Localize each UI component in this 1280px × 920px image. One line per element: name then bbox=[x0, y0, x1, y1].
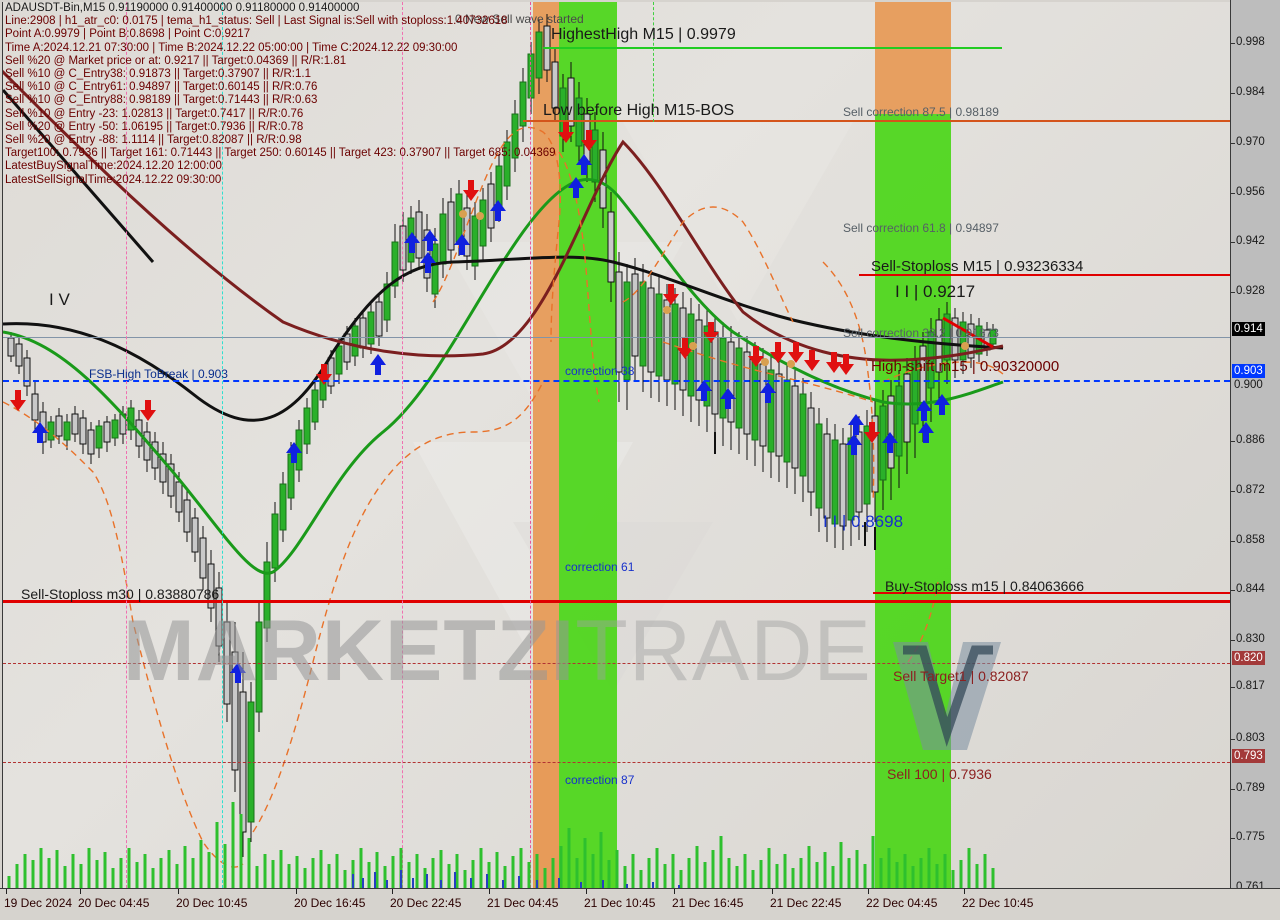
price-tickmark bbox=[1231, 789, 1235, 790]
time-tick-label: 22 Dec 10:45 bbox=[962, 896, 1034, 910]
price-tick-label: 0.970 bbox=[1236, 136, 1265, 148]
buy-arrows bbox=[32, 154, 950, 683]
price-tickmark bbox=[1231, 491, 1235, 492]
trend-line-red-right bbox=[942, 316, 994, 349]
price-tick-label: 0.775 bbox=[1236, 831, 1265, 843]
time-tick-label: 20 Dec 04:45 bbox=[78, 896, 150, 910]
price-scale[interactable]: 0.998 0.984 0.970 0.956 0.942 0.928 0.886 0.872… bbox=[1230, 0, 1280, 893]
info-line-13: LatestSellSignalTime:2024.12.22 09:30:00 bbox=[5, 173, 222, 186]
info-line-8: Sell %10 @ Entry -23: 1.02813 || Target:… bbox=[5, 107, 304, 120]
price-tick-label: 0.830 bbox=[1236, 633, 1265, 645]
volume-histogram bbox=[7, 802, 995, 888]
time-tick-label: 21 Dec 10:45 bbox=[584, 896, 656, 910]
time-tickmark bbox=[772, 889, 773, 894]
indicator-info-panel: ADAUSDT-Bin,M15 0.91190000 0.91400000 0.… bbox=[5, 2, 556, 187]
time-tickmark bbox=[586, 889, 587, 894]
price-tick-label: 0.803 bbox=[1236, 732, 1265, 744]
ma-black bbox=[3, 255, 1004, 422]
time-tickmark bbox=[296, 889, 297, 894]
obscured-badge[interactable]: 0.900 bbox=[1234, 379, 1263, 391]
time-tickmark bbox=[392, 889, 393, 894]
price-tick-label: 0.858 bbox=[1236, 534, 1265, 546]
info-line-7: Sell %10 @ C_Entry88: 0.98189 || Target:… bbox=[5, 94, 318, 107]
sell-100-badge[interactable]: 0.793 bbox=[1232, 749, 1265, 763]
price-tick-label: 0.942 bbox=[1236, 235, 1265, 247]
time-tick-label: 19 Dec 2024 bbox=[4, 896, 73, 910]
sell-arrows bbox=[10, 122, 880, 443]
signal-stars bbox=[459, 210, 969, 368]
info-line-5: Sell %10 @ C_Entry38: 0.91873 || Target:… bbox=[5, 68, 311, 81]
info-line-6: Sell %10 @ C_Entry61: 0.94897 || Target:… bbox=[5, 81, 318, 94]
info-line-12: LatestBuySignalTime:2024.12.20 12:00:00 bbox=[5, 160, 222, 173]
price-tickmark bbox=[1231, 441, 1235, 442]
price-tickmark bbox=[1231, 43, 1235, 44]
price-tickmark bbox=[1231, 292, 1235, 293]
time-tick-label: 20 Dec 10:45 bbox=[176, 896, 248, 910]
price-tickmark bbox=[1231, 687, 1235, 688]
time-tickmark bbox=[964, 889, 965, 894]
price-tickmark bbox=[1231, 93, 1235, 94]
price-tick-label: 0.886 bbox=[1236, 434, 1265, 446]
time-tickmark bbox=[868, 889, 869, 894]
price-tickmark bbox=[1231, 242, 1235, 243]
info-line-10: Sell %20 @ Entry -88: 1.1114 || Target:0… bbox=[5, 134, 302, 147]
time-tick-label: 20 Dec 22:45 bbox=[390, 896, 462, 910]
info-line-9: Sell %20 @ Entry -50: 1.06195 || Target:… bbox=[5, 120, 304, 133]
price-tickmark bbox=[1231, 838, 1235, 839]
info-line-4: Sell %20 @ Market price or at: 0.9217 ||… bbox=[5, 54, 347, 67]
price-tick-label: 0.844 bbox=[1236, 583, 1265, 595]
time-scale[interactable]: 19 Dec 2024 20 Dec 04:45 20 Dec 10:45 20 De… bbox=[0, 888, 1280, 920]
price-tickmark bbox=[1231, 640, 1235, 641]
trend-line-black-diag bbox=[3, 89, 155, 263]
price-tickmark bbox=[1231, 541, 1235, 542]
misc-ticks bbox=[714, 432, 876, 550]
ma-green bbox=[3, 177, 1004, 575]
price-tick-label: 0.984 bbox=[1236, 86, 1265, 98]
time-tickmark bbox=[80, 889, 81, 894]
fsb-level-badge[interactable]: 0.903 bbox=[1232, 364, 1265, 378]
time-tickmark bbox=[6, 889, 7, 894]
time-tick-label: 22 Dec 04:45 bbox=[866, 896, 938, 910]
last-price-badge[interactable]: 0.914 bbox=[1232, 322, 1265, 336]
price-tick-label: 0.928 bbox=[1236, 285, 1265, 297]
price-tick-label: 0.789 bbox=[1236, 782, 1265, 794]
time-tick-label: 21 Dec 16:45 bbox=[672, 896, 744, 910]
info-line-0: ADAUSDT-Bin,M15 0.91190000 0.91400000 0.… bbox=[5, 2, 360, 14]
price-tickmark bbox=[1231, 590, 1235, 591]
time-tick-label: 21 Dec 22:45 bbox=[770, 896, 842, 910]
price-tickmark bbox=[1231, 143, 1235, 144]
price-tickmark bbox=[1231, 739, 1235, 740]
time-tickmark bbox=[674, 889, 675, 894]
info-line-2: Point A:0.9979 | Point B:0.8698 | Point … bbox=[5, 28, 251, 41]
time-tickmark bbox=[178, 889, 179, 894]
info-line-3: Time A:2024.12.21 07:30:00 | Time B:2024… bbox=[5, 41, 458, 54]
time-tick-label: 21 Dec 04:45 bbox=[487, 896, 559, 910]
time-tickmark bbox=[489, 889, 490, 894]
price-tickmark bbox=[1231, 193, 1235, 194]
info-line-11: Target100: 0.7936 || Target 161: 0.71443… bbox=[5, 147, 556, 160]
price-tick-label: 0.956 bbox=[1236, 186, 1265, 198]
price-tick-label: 0.872 bbox=[1236, 484, 1265, 496]
time-tick-label: 20 Dec 16:45 bbox=[294, 896, 366, 910]
price-tick-label: 0.998 bbox=[1236, 36, 1265, 48]
sell-target1-badge[interactable]: 0.820 bbox=[1232, 651, 1265, 665]
info-line-1: Line:2908 | h1_atr_c0: 0.0175 | tema_h1_… bbox=[5, 15, 508, 28]
price-tick-label: 0.817 bbox=[1236, 680, 1265, 692]
ma-darkred bbox=[3, 69, 1004, 362]
